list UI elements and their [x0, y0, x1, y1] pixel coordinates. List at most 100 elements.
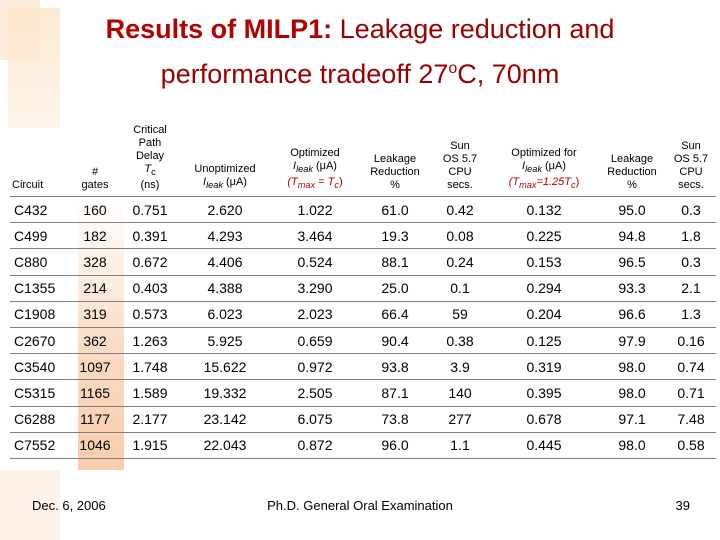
table-cell: 0.872	[270, 431, 360, 459]
header-leakage-reduction-1: Leakage Reduction%	[370, 153, 420, 191]
table-cell: 0.524	[270, 248, 360, 276]
table-cell: 59	[430, 300, 490, 328]
table-cell: 94.8	[598, 222, 666, 249]
title-degree: o	[448, 60, 458, 77]
circuit-name-cell: C499	[10, 222, 70, 249]
circuit-name-cell: C880	[10, 248, 70, 276]
table-cell: 1.3	[666, 300, 716, 328]
table-cell: 96.5	[598, 248, 666, 276]
table-cell: 0.751	[120, 195, 180, 223]
title-prefix: Results of MILP1:	[105, 14, 333, 44]
table-cell: 90.4	[360, 326, 430, 354]
header-cpu-secs-2: Sun OS 5.7 CPU secs.	[673, 140, 709, 191]
table-cell: 97.1	[598, 405, 666, 433]
table-cell: 6.075	[270, 405, 360, 433]
table-cell: 3.464	[270, 222, 360, 249]
title-tail: , 70nm	[476, 59, 560, 89]
table-cell: 0.678	[490, 405, 598, 433]
table-cell: 87.1	[360, 379, 430, 406]
circuit-name-cell: C432	[10, 195, 70, 223]
table-cell: 93.8	[360, 353, 430, 380]
table-row: C1908 319 0.573 6.023 2.023 66.4 59 0.204 96.6 1.…	[10, 300, 716, 328]
table-cell: 0.24	[430, 248, 490, 276]
table-cell: 0.16	[666, 326, 716, 354]
table-cell: 214	[70, 274, 120, 302]
circuit-name-cell: C6288	[10, 405, 70, 433]
table-cell: 0.403	[120, 274, 180, 302]
table-cell: 0.573	[120, 300, 180, 328]
footer-date: Dec. 6, 2006	[32, 498, 106, 513]
table-cell: 0.1	[430, 274, 490, 302]
header-leakage-reduction-2: Leakage Reduction%	[607, 153, 657, 191]
table-cell: 88.1	[360, 248, 430, 276]
table-cell: 319	[70, 300, 120, 328]
table-cell: 328	[70, 248, 120, 276]
circuit-name-cell: C7552	[10, 431, 70, 459]
table-cell: 0.395	[490, 379, 598, 406]
table-cell: 3.9	[430, 353, 490, 380]
table-cell: 0.153	[490, 248, 598, 276]
table-cell: 1.915	[120, 431, 180, 459]
table-cell: 95.0	[598, 195, 666, 223]
table-cell: 23.142	[180, 405, 270, 433]
table-cell: 98.0	[598, 353, 666, 380]
circuit-name-cell: C2670	[10, 326, 70, 354]
table-cell: 2.023	[270, 300, 360, 328]
table-cell: 2.505	[270, 379, 360, 406]
slide-title-line1: Results of MILP1: Leakage reduction and	[0, 12, 720, 46]
table-cell: 2.177	[120, 405, 180, 433]
table-cell: 0.38	[430, 326, 490, 354]
table-cell: 93.3	[598, 274, 666, 302]
table-cell: 0.672	[120, 248, 180, 276]
table-body: C432 160 0.751 2.620 1.022 61.0 0.42 0.132 95.0 0…	[10, 195, 716, 459]
table-cell: 1.589	[120, 379, 180, 406]
title-rest: Leakage reduction and	[339, 14, 615, 44]
header-gates: # gates	[81, 166, 109, 191]
header-critical-path-delay: Critical Path Delay Tc (ns)	[133, 123, 167, 191]
table-cell: 96.6	[598, 300, 666, 328]
circuit-name-cell: C3540	[10, 353, 70, 380]
header-circuit: Circuit	[12, 179, 44, 191]
table-cell: 66.4	[360, 300, 430, 328]
footer-decoration	[0, 470, 60, 540]
table-cell: 19.332	[180, 379, 270, 406]
table-cell: 19.3	[360, 222, 430, 249]
table-cell: 0.225	[490, 222, 598, 249]
table-cell: 1046	[70, 431, 120, 459]
circuit-name-cell: C1908	[10, 300, 70, 328]
table-row: C5315 1165 1.589 19.332 2.505 87.1 140 0.395 98.…	[10, 379, 716, 406]
table-cell: 0.42	[430, 195, 490, 223]
table-cell: 4.293	[180, 222, 270, 249]
table-cell: 0.445	[490, 431, 598, 459]
header-unoptimized-leakage: Unoptimized Ileak (μA)	[194, 162, 256, 190]
table-cell: 0.204	[490, 300, 598, 328]
table-cell: 0.3	[666, 195, 716, 223]
table-cell: 96.0	[360, 431, 430, 459]
table-cell: 1.8	[666, 222, 716, 249]
table-cell: 0.659	[270, 326, 360, 354]
header-optimized-for-leakage: Optimized for Ileak (μA) (Tmax=1.25Tc)	[508, 146, 580, 190]
table-cell: 277	[430, 405, 490, 433]
footer-title: Ph.D. General Oral Examination	[267, 498, 453, 513]
table-cell: 73.8	[360, 405, 430, 433]
table-cell: 1.1	[430, 431, 490, 459]
header-optimized-leakage: Optimized Ileak (μA) (Tmax = Tc)	[287, 146, 343, 190]
title-c: C	[457, 59, 477, 89]
table-cell: 160	[70, 195, 120, 223]
header-cpu-secs-1: Sun OS 5.7 CPU secs.	[442, 140, 478, 191]
table-row: C2670 362 1.263 5.925 0.659 90.4 0.38 0.125 97.9…	[10, 326, 716, 354]
table-cell: 7.48	[666, 405, 716, 433]
circuit-name-cell: C1355	[10, 274, 70, 302]
table-row: C7552 1046 1.915 22.043 0.872 96.0 1.1 0.445 98.…	[10, 431, 716, 459]
table-row: C432 160 0.751 2.620 1.022 61.0 0.42 0.132 95.0 0…	[10, 195, 716, 223]
circuit-name-cell: C5315	[10, 379, 70, 406]
table-cell: 15.622	[180, 353, 270, 380]
table-cell: 97.9	[598, 326, 666, 354]
table-cell: 362	[70, 326, 120, 354]
table-cell: 0.972	[270, 353, 360, 380]
table-cell: 0.391	[120, 222, 180, 249]
table-cell: 4.388	[180, 274, 270, 302]
table-cell: 0.319	[490, 353, 598, 380]
title-line2-main: performance tradeoff 27	[160, 59, 449, 89]
table-row: C6288 1177 2.177 23.142 6.075 73.8 277 0.678 97.…	[10, 405, 716, 433]
